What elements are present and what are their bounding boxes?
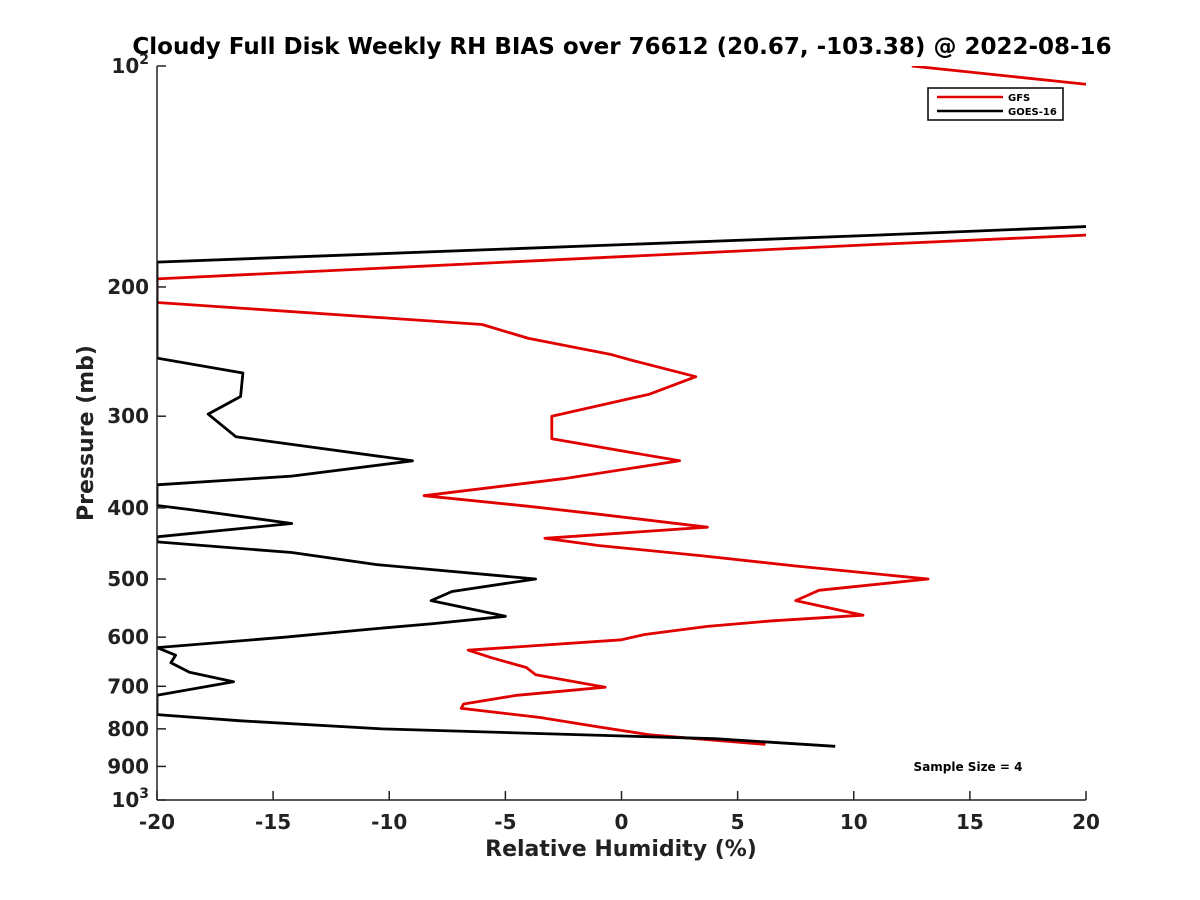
legend: GFS GOES-16 — [927, 87, 1064, 121]
y-tick-label: 600 — [107, 625, 149, 649]
x-tick-label: -20 — [139, 810, 175, 834]
y-tick-label: 900 — [107, 754, 149, 778]
y-ticks: 102 200 300 400 500 600 700 800 900 103 — [107, 52, 166, 812]
x-tick-label: 15 — [956, 810, 984, 834]
y-tick-label: 200 — [107, 275, 149, 299]
y-tick-label: 500 — [107, 567, 149, 591]
x-tick-label: 10 — [840, 810, 868, 834]
x-tick-label: -15 — [255, 810, 291, 834]
x-tick-label: -10 — [371, 810, 407, 834]
x-tick-label: 20 — [1072, 810, 1100, 834]
y-tick-label: 103 — [111, 786, 149, 812]
x-axis-label: Relative Humidity (%) — [485, 837, 757, 862]
series-line-goes16 — [157, 225, 1086, 748]
y-tick-label: 700 — [107, 674, 149, 698]
chart-title: Cloudy Full Disk Weekly RH BIAS over 766… — [132, 34, 1111, 60]
y-axis-label: Pressure (mb) — [74, 345, 99, 521]
x-tick-label: 0 — [615, 810, 629, 834]
y-tick-label: 800 — [107, 717, 149, 741]
legend-box — [927, 87, 1064, 121]
plot-area — [157, 66, 1086, 800]
x-tick-label: -5 — [494, 810, 516, 834]
x-ticks: -20 -15 -10 -5 0 5 10 15 20 — [139, 791, 1100, 834]
legend-label-gfs: GFS — [1008, 93, 1030, 104]
series-line-gfs — [157, 66, 1086, 746]
y-tick-label: 102 — [111, 52, 149, 78]
y-tick-label: 400 — [107, 496, 149, 520]
sample-size-annotation: Sample Size = 4 — [914, 760, 1023, 774]
series-layer — [157, 66, 1086, 748]
y-tick-label: 300 — [107, 404, 149, 428]
legend-label-goes16: GOES-16 — [1008, 107, 1057, 118]
x-tick-label: 5 — [731, 810, 745, 834]
